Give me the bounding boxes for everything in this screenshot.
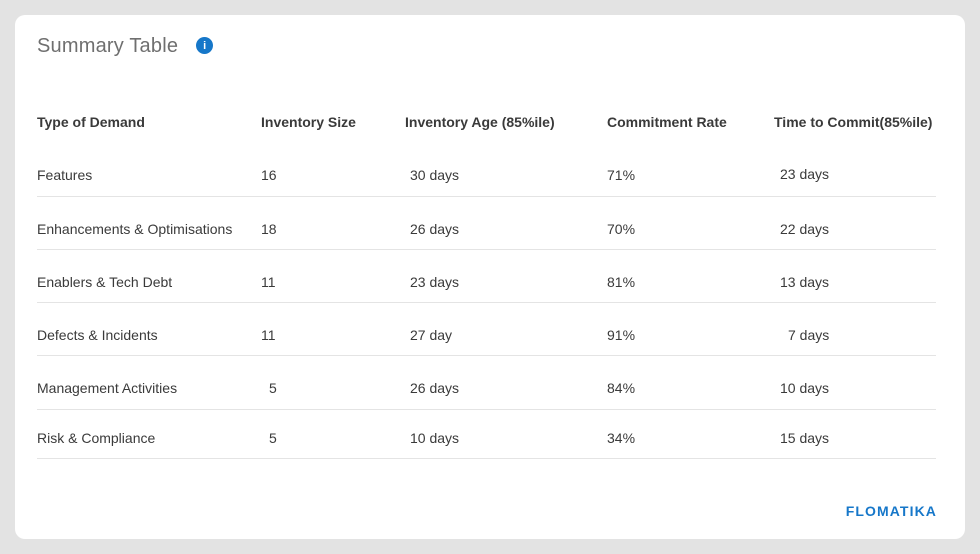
cell-commit: 22 days bbox=[780, 221, 830, 237]
header-inventory-age: Inventory Age (85%ile) bbox=[405, 114, 555, 130]
cell-size: 5 bbox=[269, 380, 277, 396]
cell-type: Defects & Incidents bbox=[37, 327, 158, 343]
table-row: Defects & Incidents 11 27 day 91% 7 days bbox=[37, 303, 936, 356]
cell-rate: 81% bbox=[607, 274, 636, 290]
info-icon[interactable]: i bbox=[196, 37, 214, 54]
cell-commit: 7 days bbox=[788, 327, 830, 343]
cell-commit: 13 days bbox=[780, 274, 830, 290]
cell-size: 18 bbox=[261, 221, 277, 237]
table-row: Features 16 30 days 71% 23 days bbox=[37, 134, 936, 197]
cell-commit: 10 days bbox=[780, 380, 830, 396]
table-row: Enhancements & Optimisations 18 26 days … bbox=[37, 197, 936, 250]
cell-type: Management Activities bbox=[37, 380, 178, 396]
cell-age: 27 day bbox=[410, 327, 453, 343]
title-row: Summary Table i bbox=[37, 35, 214, 58]
header-type-of-demand: Type of Demand bbox=[37, 114, 145, 130]
cell-size: 11 bbox=[261, 327, 276, 343]
summary-card: Summary Table i Type of Demand Inventory… bbox=[15, 15, 965, 539]
cell-type: Risk & Compliance bbox=[37, 430, 156, 446]
cell-rate: 34% bbox=[607, 430, 636, 446]
table-row: Management Activities 5 26 days 84% 10 d… bbox=[37, 356, 936, 410]
cell-age: 30 days bbox=[410, 167, 460, 183]
cell-rate: 70% bbox=[607, 221, 636, 237]
cell-type: Features bbox=[37, 167, 93, 183]
cell-size: 16 bbox=[261, 167, 277, 183]
page-title: Summary Table bbox=[37, 35, 179, 57]
table-row: Risk & Compliance 5 10 days 34% 15 days bbox=[37, 410, 936, 459]
cell-age: 23 days bbox=[410, 274, 460, 290]
cell-rate: 84% bbox=[607, 380, 636, 396]
cell-size: 11 bbox=[261, 274, 276, 290]
flomatika-logo: FLOMATIKA bbox=[845, 503, 937, 519]
summary-table: Type of Demand Inventory Size Inventory … bbox=[37, 110, 936, 459]
cell-commit: 15 days bbox=[780, 430, 830, 446]
header-inventory-size: Inventory Size bbox=[261, 114, 356, 130]
table-row: Enablers & Tech Debt 11 23 days 81% 13 d… bbox=[37, 250, 936, 303]
cell-type: Enablers & Tech Debt bbox=[37, 274, 173, 290]
cell-type: Enhancements & Optimisations bbox=[37, 221, 233, 237]
cell-age: 10 days bbox=[410, 430, 460, 446]
table-header: Type of Demand Inventory Size Inventory … bbox=[37, 110, 936, 134]
cell-age: 26 days bbox=[410, 380, 460, 396]
cell-age: 26 days bbox=[410, 221, 460, 237]
header-commitment-rate: Commitment Rate bbox=[607, 114, 727, 130]
cell-rate: 71% bbox=[607, 167, 636, 183]
cell-rate: 91% bbox=[607, 327, 636, 343]
cell-size: 5 bbox=[269, 430, 277, 446]
cell-commit: 23 days bbox=[780, 166, 830, 182]
header-time-to-commit: Time to Commit(85%ile) bbox=[774, 114, 933, 130]
